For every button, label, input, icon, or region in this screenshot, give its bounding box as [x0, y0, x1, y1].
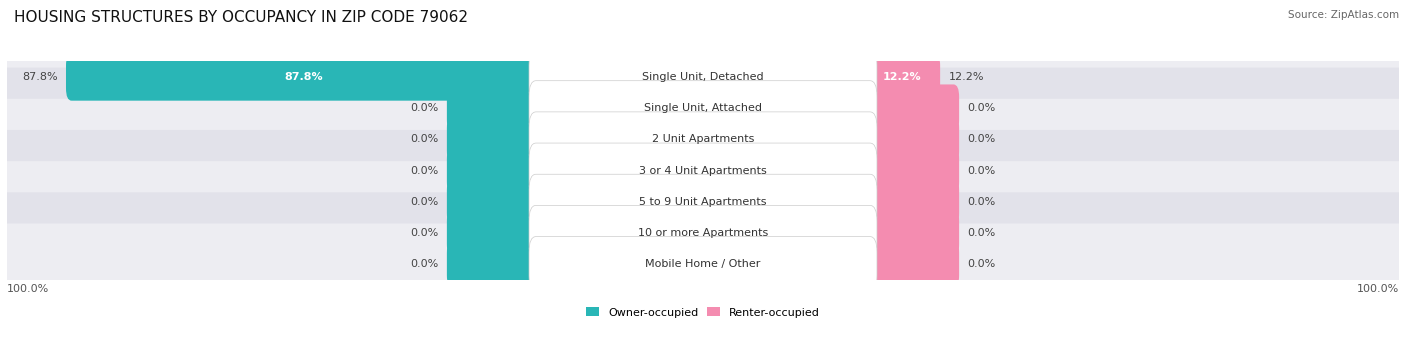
Text: 0.0%: 0.0%: [411, 228, 439, 238]
Text: 5 to 9 Unit Apartments: 5 to 9 Unit Apartments: [640, 197, 766, 207]
Text: Single Unit, Detached: Single Unit, Detached: [643, 72, 763, 82]
FancyBboxPatch shape: [447, 85, 541, 132]
FancyBboxPatch shape: [529, 237, 877, 292]
FancyBboxPatch shape: [0, 161, 1406, 242]
FancyBboxPatch shape: [865, 147, 959, 194]
FancyBboxPatch shape: [865, 53, 941, 101]
Text: 0.0%: 0.0%: [967, 259, 995, 269]
Text: 100.0%: 100.0%: [7, 284, 49, 294]
Text: 12.2%: 12.2%: [949, 72, 984, 82]
Text: 0.0%: 0.0%: [411, 165, 439, 176]
FancyBboxPatch shape: [0, 68, 1406, 149]
Legend: Owner-occupied, Renter-occupied: Owner-occupied, Renter-occupied: [581, 303, 825, 322]
Text: 12.2%: 12.2%: [883, 72, 921, 82]
Text: 3 or 4 Unit Apartments: 3 or 4 Unit Apartments: [640, 165, 766, 176]
Text: 87.8%: 87.8%: [284, 72, 323, 82]
FancyBboxPatch shape: [529, 112, 877, 167]
FancyBboxPatch shape: [529, 205, 877, 260]
Text: 0.0%: 0.0%: [967, 197, 995, 207]
FancyBboxPatch shape: [447, 209, 541, 256]
Text: 10 or more Apartments: 10 or more Apartments: [638, 228, 768, 238]
FancyBboxPatch shape: [0, 99, 1406, 180]
Text: Single Unit, Attached: Single Unit, Attached: [644, 103, 762, 113]
Text: 0.0%: 0.0%: [411, 197, 439, 207]
FancyBboxPatch shape: [865, 240, 959, 288]
FancyBboxPatch shape: [529, 81, 877, 136]
Text: 87.8%: 87.8%: [22, 72, 58, 82]
FancyBboxPatch shape: [66, 53, 541, 101]
FancyBboxPatch shape: [865, 209, 959, 256]
FancyBboxPatch shape: [0, 192, 1406, 273]
Text: 0.0%: 0.0%: [411, 103, 439, 113]
Text: 0.0%: 0.0%: [967, 103, 995, 113]
Text: 0.0%: 0.0%: [967, 165, 995, 176]
Text: 0.0%: 0.0%: [967, 228, 995, 238]
FancyBboxPatch shape: [447, 116, 541, 163]
Text: 0.0%: 0.0%: [411, 259, 439, 269]
Text: 0.0%: 0.0%: [967, 134, 995, 144]
Text: 0.0%: 0.0%: [411, 134, 439, 144]
FancyBboxPatch shape: [529, 143, 877, 198]
FancyBboxPatch shape: [0, 130, 1406, 211]
FancyBboxPatch shape: [447, 147, 541, 194]
FancyBboxPatch shape: [865, 178, 959, 225]
Text: 100.0%: 100.0%: [1357, 284, 1399, 294]
FancyBboxPatch shape: [865, 116, 959, 163]
Text: Mobile Home / Other: Mobile Home / Other: [645, 259, 761, 269]
Text: 2 Unit Apartments: 2 Unit Apartments: [652, 134, 754, 144]
FancyBboxPatch shape: [529, 174, 877, 229]
FancyBboxPatch shape: [447, 240, 541, 288]
Text: Source: ZipAtlas.com: Source: ZipAtlas.com: [1288, 10, 1399, 20]
FancyBboxPatch shape: [447, 178, 541, 225]
Text: HOUSING STRUCTURES BY OCCUPANCY IN ZIP CODE 79062: HOUSING STRUCTURES BY OCCUPANCY IN ZIP C…: [14, 10, 468, 25]
FancyBboxPatch shape: [0, 36, 1406, 118]
FancyBboxPatch shape: [529, 49, 877, 104]
FancyBboxPatch shape: [0, 223, 1406, 305]
FancyBboxPatch shape: [865, 85, 959, 132]
